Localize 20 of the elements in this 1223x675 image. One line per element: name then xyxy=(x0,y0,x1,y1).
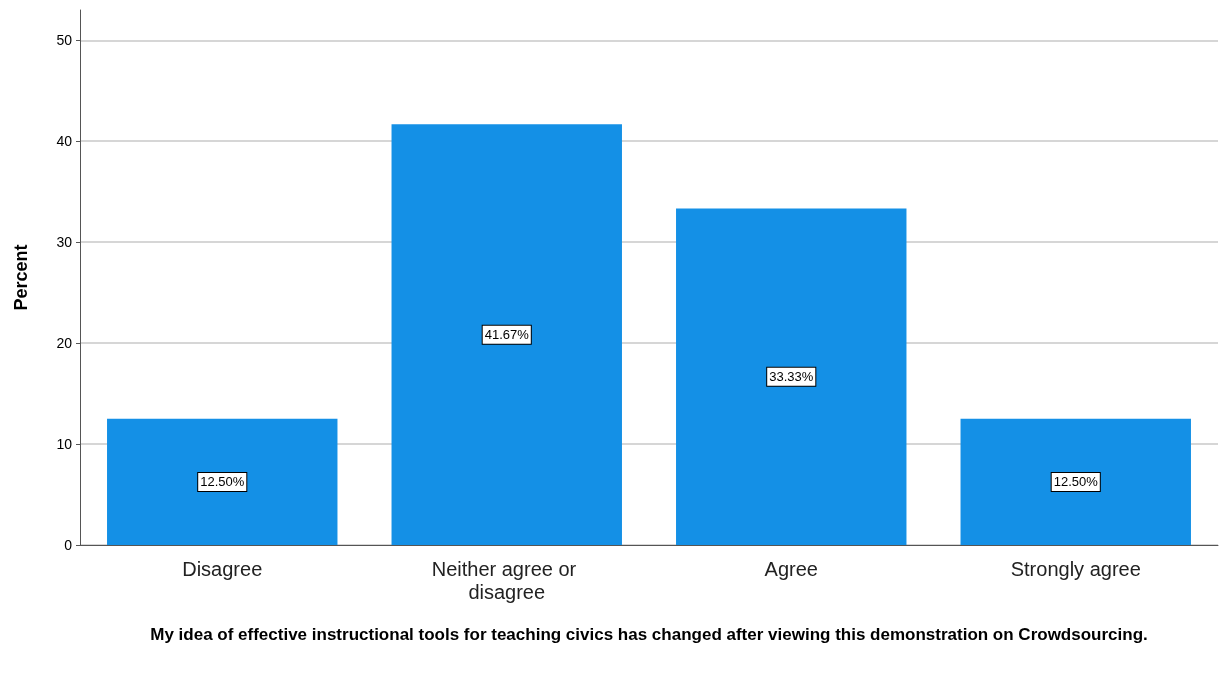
data-label: 33.33% xyxy=(769,369,814,385)
x-tick-label: Disagree xyxy=(182,557,263,580)
data-label: 41.67% xyxy=(484,327,530,343)
y-axis-title: Percent xyxy=(11,244,31,311)
bar xyxy=(960,418,1191,545)
y-tick-label: 10 xyxy=(56,436,73,453)
bar xyxy=(107,418,338,545)
bar xyxy=(391,124,622,545)
bar xyxy=(676,208,907,545)
y-tick-label: 20 xyxy=(56,335,73,352)
y-tick-label: 50 xyxy=(56,32,73,49)
y-tick-label: 30 xyxy=(56,234,73,251)
x-tick-label: Neither agree or disagree xyxy=(431,557,582,603)
y-tick-label: 0 xyxy=(64,537,73,553)
x-tick-label: Agree xyxy=(764,557,818,580)
data-label: 12.50% xyxy=(1053,474,1099,490)
x-axis-title: My idea of effective instructional tools for teaching civics has changed after viewing this demonstration on Crowdsourcing. xyxy=(150,625,1148,644)
data-label: 12.50% xyxy=(200,474,245,490)
x-tick-label: Strongly agree xyxy=(1010,557,1141,580)
y-tick-label: 40 xyxy=(56,133,73,150)
